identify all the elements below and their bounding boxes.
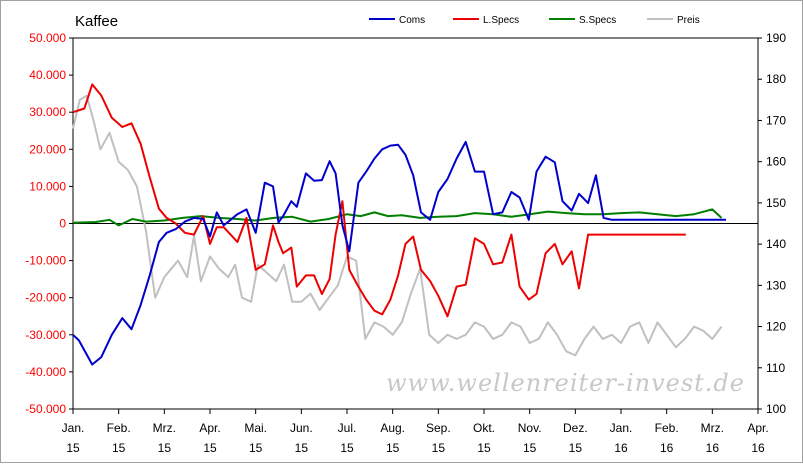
y-axis-left: -50.000 -40.000 -30.000 -20.000 -10.000 0 10.0… (25, 31, 73, 416)
x-axis: Jan. 15 Feb. 15 Mrz. 15 Apr. 15 Mai. 15 Jun. 15 Jul.… (62, 409, 769, 455)
x-tick-year: 15 (66, 441, 80, 455)
y-right-tick-label: 190 (766, 31, 786, 45)
x-tick-month: Jan. (610, 421, 633, 435)
legend-label: Coms (399, 15, 425, 26)
y-right-tick-label: 100 (766, 402, 786, 416)
x-tick-month: Mai. (244, 421, 267, 435)
x-tick-year: 15 (523, 441, 537, 455)
legend: Coms L.Specs S.Specs Preis (369, 15, 700, 26)
x-tick-month: Apr. (199, 421, 220, 435)
x-tick-year: 15 (203, 441, 217, 455)
x-tick-month: Nov. (518, 421, 542, 435)
legend-label: Preis (677, 15, 700, 26)
x-tick-month: Mrz. (153, 421, 176, 435)
y-left-tick-label: 50.000 (29, 31, 66, 45)
x-tick-year: 15 (477, 441, 491, 455)
y-left-tick-label: -20.000 (25, 291, 66, 305)
series-group (72, 83, 726, 366)
watermark-text: www.wellenreiter-invest.de (386, 369, 745, 397)
y-right-tick-label: 120 (766, 320, 786, 334)
x-tick-month: Apr. (747, 421, 768, 435)
x-tick-year: 15 (386, 441, 400, 455)
x-tick-month: Okt. (473, 421, 495, 435)
legend-label: S.Specs (579, 15, 616, 26)
y-left-tick-label: 40.000 (29, 68, 66, 82)
y-right-tick-label: 110 (766, 361, 785, 375)
y-left-tick-label: -40.000 (25, 365, 66, 379)
x-tick-month: Jun. (290, 421, 313, 435)
x-tick-year: 16 (751, 441, 765, 455)
series-line-preis (72, 94, 723, 357)
legend-label: L.Specs (483, 15, 519, 26)
y-left-tick-label: 20.000 (29, 142, 66, 156)
y-left-tick-label: 30.000 (29, 105, 66, 119)
x-tick-month: Mrz. (701, 421, 724, 435)
x-tick-month: Jan. (62, 421, 85, 435)
x-tick-month: Dez. (563, 421, 588, 435)
y-left-tick-label: -10.000 (25, 254, 66, 268)
y-left-tick-label: -50.000 (25, 402, 66, 416)
y-left-tick-label: 0 (59, 217, 66, 231)
y-right-tick-label: 150 (766, 196, 786, 210)
y-right-tick-label: 180 (766, 72, 786, 86)
x-tick-month: Feb. (655, 421, 679, 435)
x-tick-year: 15 (432, 441, 446, 455)
y-left-tick-label: 10.000 (29, 179, 66, 193)
y-right-tick-label: 170 (766, 113, 786, 127)
chart-title: Kaffee (75, 13, 118, 30)
x-tick-month: Sep. (426, 421, 451, 435)
x-tick-month: Aug. (380, 421, 405, 435)
y-axis-right: 100 110 120 130 140 150 160 170 180 190 (758, 31, 786, 416)
y-right-tick-label: 130 (766, 278, 786, 292)
x-tick-year: 15 (249, 441, 263, 455)
x-tick-year: 16 (706, 441, 720, 455)
x-tick-year: 15 (340, 441, 354, 455)
y-left-tick-label: -30.000 (25, 328, 66, 342)
y-right-tick-label: 140 (766, 237, 786, 251)
x-tick-year: 16 (614, 441, 628, 455)
series-line-l-specs (72, 83, 686, 318)
y-right-tick-label: 160 (766, 155, 786, 169)
x-tick-year: 15 (158, 441, 172, 455)
x-tick-year: 15 (112, 441, 126, 455)
x-tick-month: Jul. (338, 421, 357, 435)
x-tick-year: 15 (569, 441, 583, 455)
x-tick-year: 15 (295, 441, 309, 455)
x-tick-year: 16 (660, 441, 674, 455)
series-line-coms (72, 140, 726, 366)
x-tick-month: Feb. (107, 421, 131, 435)
